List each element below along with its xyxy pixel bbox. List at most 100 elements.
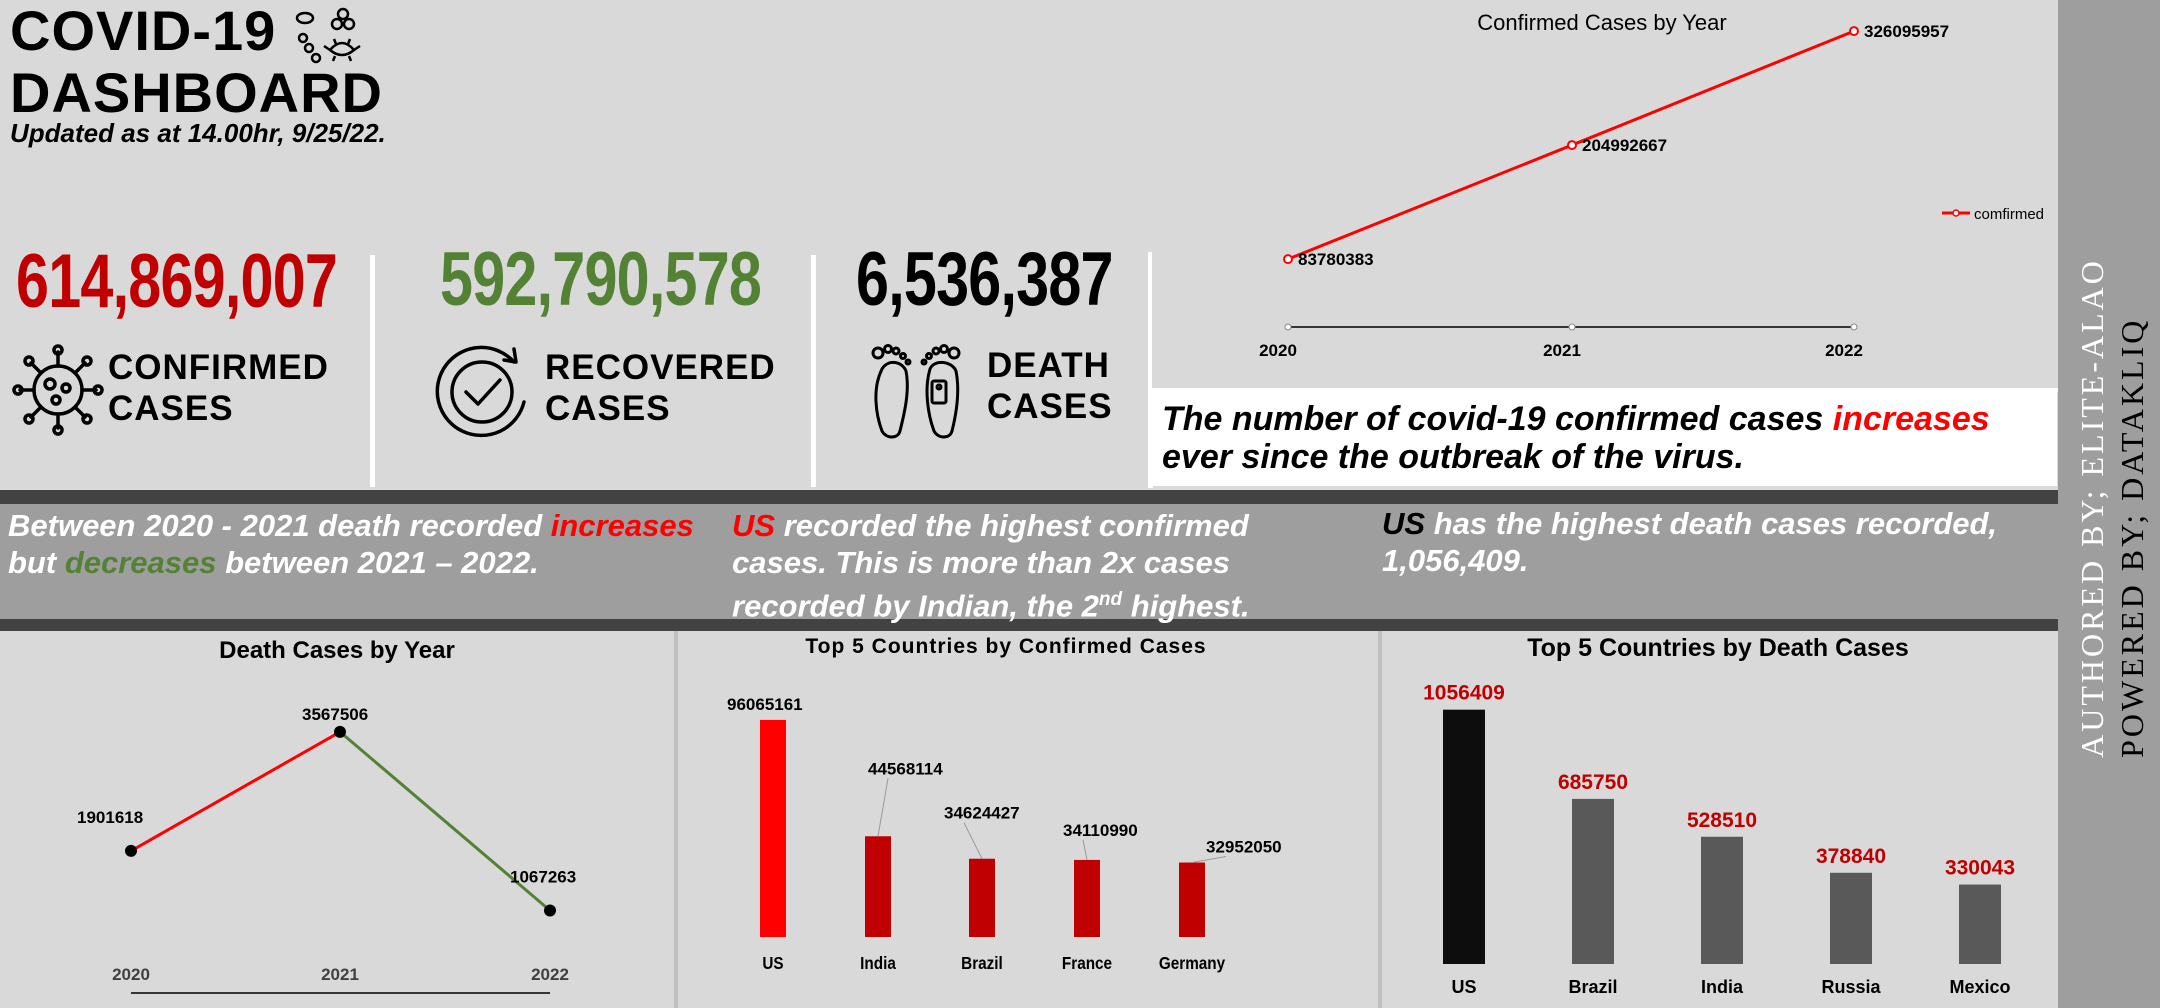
data-label: 83780383 (1298, 250, 1374, 269)
data-label: 528510 (1687, 809, 1757, 832)
bar (1701, 836, 1743, 964)
authored-by: AUTHORED BY; ELITE-ALAO (2072, 258, 2112, 758)
bar (865, 836, 891, 937)
bar (1443, 709, 1485, 964)
authored-label: AUTHORED BY; (2074, 476, 2110, 758)
summary-text-part: ever since the outbreak of the virus. (1162, 438, 1744, 476)
data-point (125, 844, 137, 857)
x-tick-label: 2022 (531, 965, 569, 984)
data-label: 1901618 (77, 808, 143, 827)
kpi-divider (811, 255, 816, 487)
leader-line (1191, 856, 1227, 864)
death-label-line2: CASES (987, 387, 1113, 426)
recovered-label-line1: RECOVERED (545, 348, 776, 387)
legend-label: comfirmed (1974, 206, 2044, 223)
band-border-top (0, 490, 2058, 504)
summary-text-part: The number of covid-19 confirmed cases (1162, 400, 1833, 438)
insight-highlight: US (1382, 506, 1426, 541)
chart-title: Confirmed Cases by Year (1477, 10, 1727, 35)
bar (969, 858, 995, 937)
death-label-line1: DEATH (987, 346, 1110, 385)
x-tick-label: India (860, 953, 896, 973)
data-label: 34624427 (944, 804, 1020, 823)
data-label: 378840 (1816, 845, 1886, 868)
updated-timestamp: Updated as at 14.00hr, 9/25/22. (10, 118, 386, 148)
insight-band (0, 490, 2058, 630)
insight-text: highest. (1122, 588, 1250, 624)
insight-text: Between 2020 - 2021 death recorded (8, 508, 551, 543)
insight-death-trend: Between 2020 - 2021 death recorded incre… (8, 507, 708, 581)
x-tick-label: Mexico (1949, 977, 2010, 997)
title-line-1: COVID-19 (10, 0, 277, 62)
bar (1959, 884, 2001, 964)
x-tick-label: Brazil (961, 953, 1003, 973)
bar (1830, 872, 1872, 964)
band-border-bottom (0, 619, 2058, 631)
summary-text: The number of covid-19 confirmed cases i… (1162, 400, 2062, 476)
recovered-check-icon (435, 345, 526, 438)
data-label: 96065161 (727, 695, 803, 714)
insight-top-confirmed: US recorded the highest confirmed cases.… (732, 507, 1332, 624)
data-point (1283, 254, 1293, 265)
insight-highlight: US (732, 508, 776, 543)
dashboard-title: COVID-19 DASHBOARD (10, 0, 383, 124)
insight-text: between 2021 – 2022. (216, 545, 539, 580)
insight-superscript: nd (1098, 589, 1123, 610)
leader-line (877, 778, 889, 837)
insight-highlight: decreases (64, 545, 217, 580)
top5-confirmed-chart: Top 5 Countries by Confirmed Cases 96065… (688, 631, 1378, 1008)
x-tick-label: 2020 (1259, 341, 1297, 360)
data-label: 32952050 (1206, 838, 1282, 857)
data-label: 326095957 (1864, 22, 1949, 41)
insight-top-death: US has the highest death cases recorded,… (1382, 505, 2062, 579)
credits-sidebar (2058, 0, 2160, 1008)
x-tick-label: France (1062, 953, 1112, 973)
data-label: 1056409 (1423, 682, 1505, 705)
powered-name: DATAKLIQ (2114, 317, 2150, 501)
panel-divider (674, 631, 678, 1008)
x-tick-label: India (1701, 977, 1744, 997)
series-line-segment (339, 730, 551, 912)
top5-confirmed-plot: 96065161 US 44568114 India 34624427 Brazil 341… (727, 695, 1282, 973)
confirmed-label-line1: CONFIRMED (108, 348, 329, 387)
feet-tag-icon (871, 344, 961, 439)
death-label: DEATH CASES (987, 345, 1113, 427)
data-label: 685750 (1558, 771, 1628, 794)
summary-highlight: increases (1832, 400, 1990, 438)
confirmed-by-year-chart: Confirmed Cases by Year 83780383 2020 2049… (1152, 0, 2058, 388)
leader-line (963, 822, 983, 859)
bar (1572, 798, 1614, 964)
confirmed-label-line2: CASES (108, 389, 234, 428)
x-tick-label: US (1451, 977, 1476, 997)
chart-title: Top 5 Countries by Death Cases (1527, 634, 1909, 662)
axis-marker (1284, 323, 1292, 331)
axis-marker (1850, 323, 1858, 331)
powered-label: POWERED BY; (2114, 500, 2150, 758)
x-tick-label: 2021 (1543, 341, 1581, 360)
series-line-segment (130, 730, 341, 853)
authored-name: ELITE-ALAO (2074, 258, 2110, 477)
confirmed-by-year-plot: 83780383 2020 204992667 2021 326095957 2022 co… (1259, 22, 2044, 360)
axis-marker (1568, 323, 1576, 331)
x-tick-label: 2022 (1825, 341, 1863, 360)
virus-icon (12, 344, 104, 436)
panel-divider (1378, 631, 1382, 1008)
x-tick-label: US (762, 953, 783, 973)
insight-text: has the highest death cases recorded, 1,… (1382, 506, 1998, 578)
confirmed-label: CONFIRMED CASES (108, 347, 329, 429)
top5-death-chart: Top 5 Countries by Death Cases 1056409 US… (1388, 631, 2058, 1008)
death-value: 6,536,387 (856, 237, 1113, 322)
x-tick-label: 2021 (321, 965, 359, 984)
bar (1179, 862, 1205, 937)
virus-cluster-icon (295, 7, 361, 64)
top5-death-plot: 1056409 US 685750 Brazil 528510 India 378840 Ru… (1423, 682, 2015, 997)
data-point (544, 904, 556, 917)
summary-box (1152, 392, 2057, 486)
data-label: 330043 (1945, 857, 2015, 880)
insight-highlight: increases (550, 508, 694, 543)
bar (760, 719, 786, 937)
recovered-label-line2: CASES (545, 389, 671, 428)
data-point (1567, 140, 1577, 151)
recovered-value: 592,790,578 (440, 237, 762, 322)
series-line-segment (1571, 29, 1855, 147)
